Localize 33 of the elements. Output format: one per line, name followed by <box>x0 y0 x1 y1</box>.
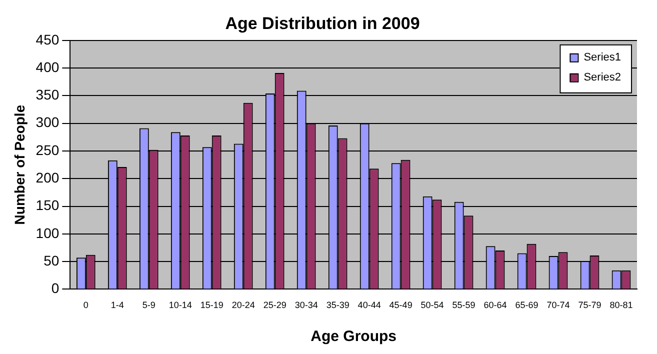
x-tick-label: 35-39 <box>326 300 350 310</box>
x-tick-label: 60-64 <box>484 300 507 310</box>
chart-title: Age Distribution in 2009 <box>225 14 420 33</box>
x-tick-label: 15-19 <box>200 300 224 310</box>
y-tick-label: 50 <box>44 252 60 268</box>
x-tick-label: 20-24 <box>232 300 255 310</box>
x-tick-label: 10-14 <box>168 300 192 310</box>
y-tick-label: 300 <box>36 114 60 130</box>
y-tick-label: 150 <box>36 197 60 214</box>
x-tick-label: 70-74 <box>546 300 570 310</box>
x-tick-label: 55-59 <box>452 300 476 310</box>
x-tick-label: 25-29 <box>263 300 286 310</box>
y-tick-label: 100 <box>36 224 60 241</box>
legend-label: Series1 <box>584 51 621 64</box>
y-tick-label: 0 <box>51 280 60 296</box>
y-tick-label: 350 <box>36 86 60 103</box>
y-tick-label: 200 <box>36 169 60 186</box>
y-tick-label: 400 <box>36 58 60 75</box>
x-tick-label: 5-9 <box>142 300 156 310</box>
x-tick-label: 80-81 <box>610 300 633 310</box>
x-tick-label: 30-34 <box>294 300 318 310</box>
y-tick-label: 250 <box>36 142 60 158</box>
x-tick-label: 1-4 <box>110 300 124 310</box>
y-tick-label: 450 <box>36 31 60 48</box>
x-tick-label: 45-49 <box>389 300 412 310</box>
x-axis-title: Age Groups <box>310 328 396 346</box>
x-tick-label: 75-79 <box>578 300 602 310</box>
legend-label: Series2 <box>584 71 621 84</box>
x-tick-label: 65-69 <box>515 300 538 310</box>
x-tick-label: 40-44 <box>358 300 381 310</box>
x-tick-label: 0 <box>83 300 88 310</box>
x-tick-label: 50-54 <box>420 300 444 310</box>
y-axis-title: Number of People <box>11 104 28 225</box>
